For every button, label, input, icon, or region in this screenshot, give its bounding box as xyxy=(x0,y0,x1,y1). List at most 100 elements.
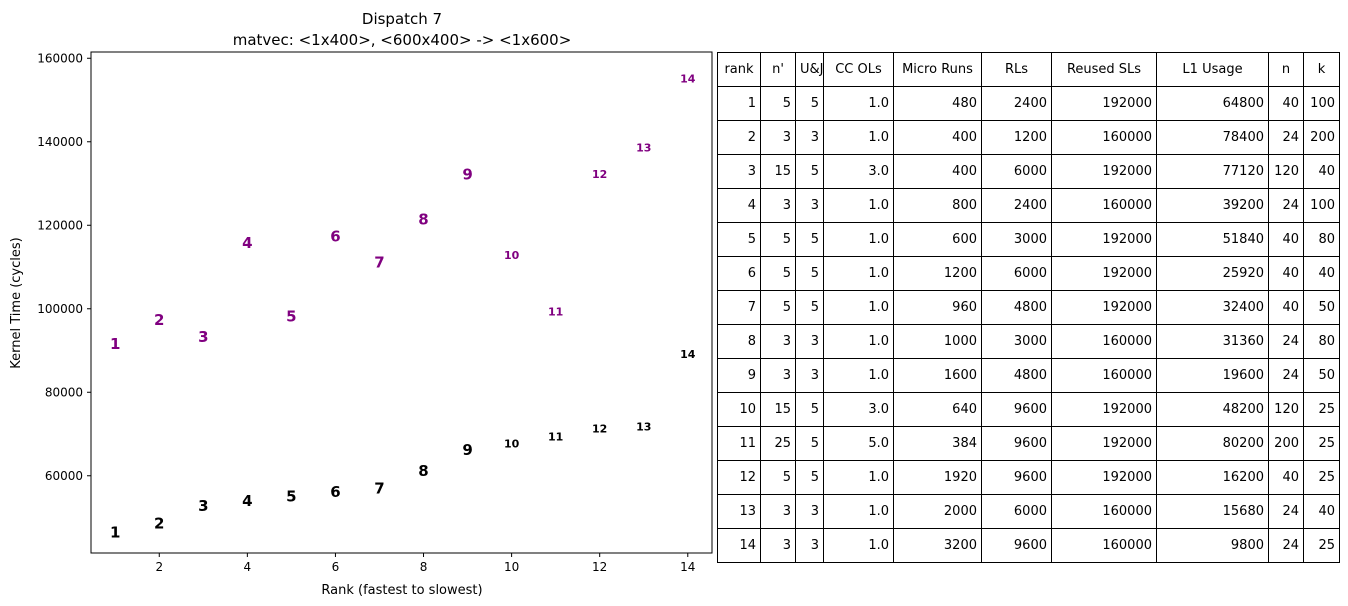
point-label: 4 xyxy=(242,492,252,510)
table-row: 12 5 5 1.0 1920 9600 192000 16200 40 25 xyxy=(717,460,1340,495)
table-cell: 1.0 xyxy=(823,120,894,155)
table-cell: 3 xyxy=(760,324,796,359)
table-cell: 1.0 xyxy=(823,358,894,393)
point-label: 3 xyxy=(198,328,208,346)
chart-title: Dispatch 7 xyxy=(362,10,442,28)
table-row: 13 3 3 1.0 2000 6000 160000 15680 24 40 xyxy=(717,494,1340,529)
table-cell: 40 xyxy=(1268,86,1304,121)
table-cell: 24 xyxy=(1268,324,1304,359)
table-cell: 640 xyxy=(893,392,982,427)
table-cell: 2 xyxy=(717,120,761,155)
table-cell: 9600 xyxy=(981,460,1052,495)
table-cell: 1.0 xyxy=(823,256,894,291)
table-cell: 5 xyxy=(717,222,761,257)
x-tick-label: 14 xyxy=(680,560,695,574)
x-axis-ticks: 2 4 6 8 10 12 14 xyxy=(155,553,695,574)
table-row: 3 15 5 3.0 400 6000 192000 77120 120 40 xyxy=(717,154,1340,189)
table-cell: 4800 xyxy=(981,290,1052,325)
point-label: 8 xyxy=(418,210,428,228)
table-cell: 1.0 xyxy=(823,188,894,223)
x-tick-label: 2 xyxy=(155,560,163,574)
table-cell: 5 xyxy=(795,460,824,495)
table-row: 6 5 5 1.0 1200 6000 192000 25920 40 40 xyxy=(717,256,1340,291)
config-table: rank n' U&J CC OLs Micro Runs RLs Reused SLs L1… xyxy=(717,52,1340,563)
table-cell: 400 xyxy=(893,154,982,189)
table-cell: 11 xyxy=(717,426,761,461)
table-row: 9 3 3 1.0 1600 4800 160000 19600 24 50 xyxy=(717,358,1340,393)
table-cell: 3 xyxy=(760,188,796,223)
table-cell: 120 xyxy=(1268,392,1304,427)
table-cell: 3 xyxy=(760,494,796,529)
point-label: 12 xyxy=(592,168,607,181)
table-cell: 3.0 xyxy=(823,154,894,189)
column-header: n xyxy=(1268,52,1304,87)
table-cell: 16200 xyxy=(1156,460,1269,495)
table-row: 11 25 5 5.0 384 9600 192000 80200 200 25 xyxy=(717,426,1340,461)
y-tick-label: 140000 xyxy=(37,135,83,149)
table-cell: 80 xyxy=(1303,222,1340,257)
point-label: 7 xyxy=(374,479,384,497)
table-cell: 24 xyxy=(1268,358,1304,393)
table-cell: 40 xyxy=(1268,290,1304,325)
table-cell: 39200 xyxy=(1156,188,1269,223)
table-cell: 5 xyxy=(760,290,796,325)
scatter-chart: Dispatch 7 matvec: <1x400>, <600x400> ->… xyxy=(9,10,713,598)
table-cell: 3 xyxy=(795,358,824,393)
chart-subtitle: matvec: <1x400>, <600x400> -> <1x600> xyxy=(233,31,572,49)
table-cell: 9600 xyxy=(981,528,1052,563)
table-cell: 40 xyxy=(1303,256,1340,291)
point-label: 13 xyxy=(636,142,651,155)
table-cell: 9800 xyxy=(1156,528,1269,563)
table-cell: 10 xyxy=(717,392,761,427)
table-cell: 51840 xyxy=(1156,222,1269,257)
table-cell: 1.0 xyxy=(823,324,894,359)
y-axis-label: Kernel Time (cycles) xyxy=(9,237,24,368)
point-label: 9 xyxy=(462,166,472,184)
table-cell: 48200 xyxy=(1156,392,1269,427)
table-cell: 5 xyxy=(795,86,824,121)
table-cell: 5 xyxy=(795,290,824,325)
table-cell: 2400 xyxy=(981,188,1052,223)
table-cell: 9 xyxy=(717,358,761,393)
column-header: CC OLs xyxy=(823,52,894,87)
table-cell: 13 xyxy=(717,494,761,529)
point-label: 6 xyxy=(330,228,340,246)
x-tick-label: 12 xyxy=(592,560,607,574)
table-cell: 1920 xyxy=(893,460,982,495)
y-axis-ticks: 60000 80000 100000 120000 140000 160000 xyxy=(37,51,91,483)
table-cell: 32400 xyxy=(1156,290,1269,325)
table-cell: 5 xyxy=(760,256,796,291)
table-cell: 4 xyxy=(717,188,761,223)
table-cell: 1200 xyxy=(893,256,982,291)
table-cell: 1.0 xyxy=(823,222,894,257)
table-cell: 3 xyxy=(760,528,796,563)
table-cell: 1.0 xyxy=(823,528,894,563)
table-cell: 100 xyxy=(1303,188,1340,223)
table-cell: 192000 xyxy=(1051,426,1157,461)
x-tick-label: 10 xyxy=(504,560,519,574)
table-cell: 3 xyxy=(795,528,824,563)
point-label: 5 xyxy=(286,488,296,506)
table-cell: 5 xyxy=(795,154,824,189)
y-tick-label: 100000 xyxy=(37,302,83,316)
y-tick-label: 120000 xyxy=(37,218,83,232)
table-cell: 3 xyxy=(795,188,824,223)
column-header: rank xyxy=(717,52,761,87)
table-cell: 1.0 xyxy=(823,86,894,121)
x-tick-label: 4 xyxy=(244,560,252,574)
table-cell: 1.0 xyxy=(823,460,894,495)
table-cell: 8 xyxy=(717,324,761,359)
table-cell: 3 xyxy=(795,120,824,155)
point-label: 7 xyxy=(374,253,384,271)
table-cell: 5 xyxy=(795,256,824,291)
table-cell: 25 xyxy=(1303,426,1340,461)
table-cell: 14 xyxy=(717,528,761,563)
column-header: Reused SLs xyxy=(1051,52,1157,87)
table-cell: 1.0 xyxy=(823,290,894,325)
table-cell: 5 xyxy=(760,222,796,257)
table-cell: 160000 xyxy=(1051,358,1157,393)
table-cell: 192000 xyxy=(1051,290,1157,325)
table-cell: 40 xyxy=(1268,460,1304,495)
point-label: 8 xyxy=(418,462,428,480)
